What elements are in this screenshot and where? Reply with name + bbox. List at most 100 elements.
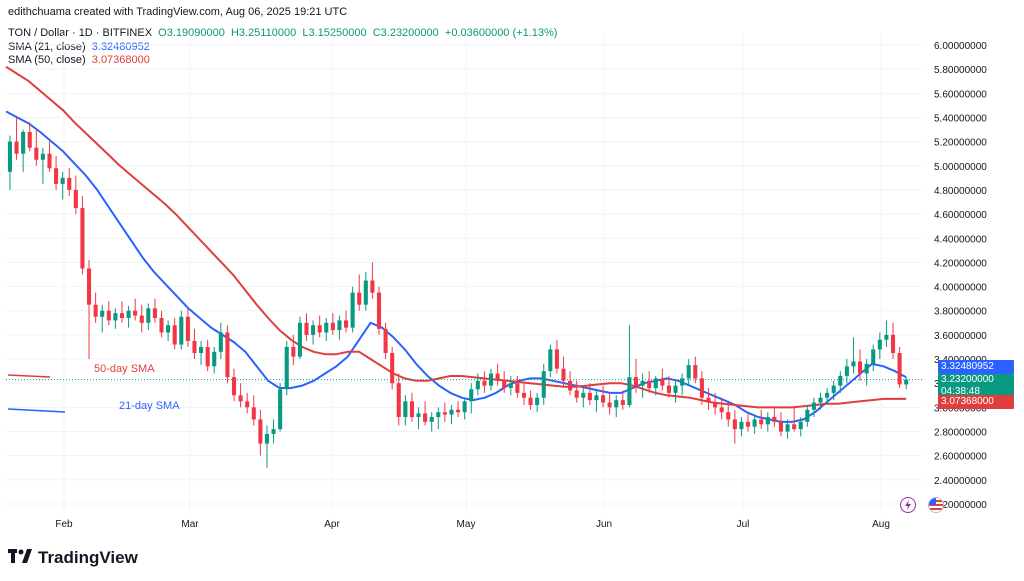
- candle-body: [271, 429, 276, 434]
- candle-body: [541, 371, 546, 398]
- candle-body: [680, 378, 685, 386]
- candle-body: [86, 268, 92, 305]
- candle: [719, 397, 724, 420]
- tradingview-brand[interactable]: TradingView: [8, 548, 138, 568]
- candle: [858, 349, 863, 381]
- candle-body: [515, 383, 520, 393]
- candle-body: [561, 368, 566, 381]
- candle-body: [904, 379, 909, 385]
- candle-body: [284, 346, 289, 390]
- candle: [904, 377, 909, 390]
- y-tick-label: 5.20000000: [934, 138, 987, 149]
- candle: [337, 315, 342, 340]
- sma50-legend[interactable]: SMA (50, close) 3.07368000: [8, 54, 150, 66]
- candle: [343, 310, 349, 333]
- candle-body: [159, 317, 164, 333]
- y-tick-label: 2.80000000: [934, 428, 987, 439]
- symbol-legend[interactable]: TON / Dollar · 1D · BITFINEX O3.19090000…: [8, 27, 557, 39]
- candle-body: [660, 378, 665, 386]
- candle-body: [297, 322, 302, 357]
- candle-body: [324, 322, 329, 333]
- candle-body: [627, 377, 632, 405]
- candle-body: [693, 365, 698, 379]
- candle: [568, 371, 573, 396]
- candle: [416, 407, 421, 430]
- candle: [693, 356, 698, 384]
- y-tick-label: 3.80000000: [934, 307, 987, 318]
- candle-body: [620, 400, 625, 405]
- candle: [884, 320, 889, 347]
- ohlc-open: O3.19090000: [158, 27, 225, 39]
- candle-body: [258, 419, 263, 444]
- candle: [212, 346, 217, 374]
- candle-body: [40, 153, 45, 160]
- candle-body: [330, 322, 335, 331]
- candle: [607, 392, 612, 415]
- candle: [528, 390, 533, 410]
- candle-body: [607, 402, 612, 408]
- candle-body: [363, 280, 368, 305]
- candle-body: [185, 316, 190, 341]
- candle: [620, 390, 625, 410]
- candle-body: [218, 332, 223, 352]
- candle-body: [653, 378, 658, 389]
- lightning-icon[interactable]: [900, 497, 916, 513]
- candle-body: [390, 353, 395, 384]
- candle-body: [337, 320, 342, 331]
- sma21-line: [5, 110, 907, 423]
- candle: [311, 320, 316, 345]
- candle: [495, 363, 500, 386]
- candle: [258, 409, 263, 456]
- candle: [759, 409, 764, 430]
- candle: [185, 308, 190, 347]
- candle-body: [587, 392, 592, 401]
- candle: [7, 135, 12, 190]
- brand-name: TradingView: [38, 548, 138, 567]
- candle-body: [805, 409, 810, 422]
- sma21-legend[interactable]: SMA (21, close) 3.32480952: [8, 41, 150, 53]
- candle: [47, 141, 52, 172]
- candle: [324, 317, 329, 341]
- candle-body: [416, 413, 421, 418]
- candle-body: [423, 413, 428, 422]
- ohlc-low: L3.15250000: [302, 27, 367, 39]
- candle-body: [21, 131, 26, 154]
- candle-body: [14, 141, 19, 154]
- candle: [429, 412, 434, 432]
- candle-body: [890, 334, 896, 354]
- candle: [844, 359, 849, 384]
- candle-body: [199, 346, 204, 354]
- sma21-legend-value: 3.32480952: [91, 41, 150, 53]
- candle-body: [357, 292, 362, 305]
- y-tick-label: 4.20000000: [934, 258, 987, 269]
- candle-body: [311, 325, 316, 335]
- candle-body: [93, 304, 98, 317]
- candle: [133, 298, 138, 321]
- grid-layer: [6, 35, 922, 514]
- candle-body: [581, 392, 586, 398]
- candle: [713, 392, 718, 415]
- candle-body: [601, 395, 606, 403]
- candle-body: [67, 177, 72, 190]
- candle-body: [139, 315, 144, 323]
- candle: [245, 392, 250, 414]
- candle: [726, 402, 731, 427]
- candle-body: [442, 412, 447, 415]
- x-tick-label: Mar: [181, 519, 199, 530]
- candle: [357, 274, 362, 311]
- candle-body: [877, 339, 882, 350]
- candle: [739, 417, 744, 437]
- candle: [271, 419, 276, 444]
- candle-body: [212, 351, 217, 367]
- candle-body: [350, 292, 355, 328]
- us-flag-icon[interactable]: [928, 497, 944, 513]
- x-axis[interactable]: Feb Mar Apr May Jun Jul Aug: [55, 519, 890, 530]
- y-axis[interactable]: 6.00000000 5.80000000 5.60000000 5.40000000…: [934, 41, 987, 511]
- candle-body: [291, 346, 296, 357]
- candle: [40, 147, 45, 184]
- candle: [469, 383, 474, 414]
- candle: [594, 390, 599, 413]
- candle-body: [100, 310, 105, 317]
- candle: [291, 334, 296, 366]
